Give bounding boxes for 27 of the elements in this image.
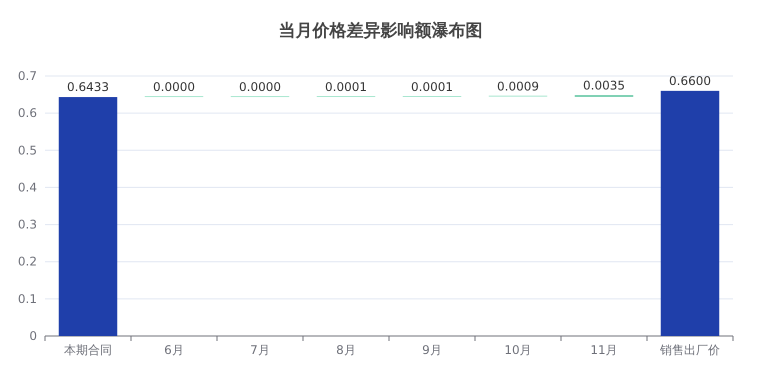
bar: [660, 90, 720, 336]
y-tick-label: 0.6: [18, 106, 37, 120]
y-tick-label: 0.7: [18, 69, 37, 83]
x-tick-label: 销售出厂价: [659, 343, 720, 357]
bar: [58, 97, 118, 336]
x-tick-label: 9月: [422, 343, 442, 357]
y-tick-label: 0.4: [18, 180, 37, 194]
data-label: 0.6600: [669, 74, 711, 88]
data-label: 0.0000: [239, 80, 281, 94]
y-tick-label: 0.5: [18, 143, 37, 158]
y-tick-label: 0.3: [18, 218, 37, 232]
x-tick-label: 6月: [164, 343, 184, 357]
chart-title: 当月价格差异影响额瀑布图: [278, 21, 482, 41]
data-label: 0.0001: [325, 80, 367, 94]
data-label: 0.0009: [497, 80, 539, 94]
data-label: 0.6433: [67, 80, 109, 94]
y-tick-label: 0: [29, 329, 37, 343]
data-label: 0.0000: [153, 80, 195, 94]
x-tick-label: 本期合同: [64, 343, 112, 357]
data-label: 0.0035: [583, 78, 625, 92]
x-tick-label: 7月: [250, 343, 270, 357]
x-tick-label: 10月: [504, 343, 532, 357]
x-tick-label: 11月: [590, 343, 618, 357]
x-tick-label: 8月: [336, 343, 356, 357]
y-tick-label: 0.2: [18, 254, 37, 269]
y-tick-label: 0.1: [18, 292, 37, 306]
data-label: 0.0001: [411, 80, 453, 94]
